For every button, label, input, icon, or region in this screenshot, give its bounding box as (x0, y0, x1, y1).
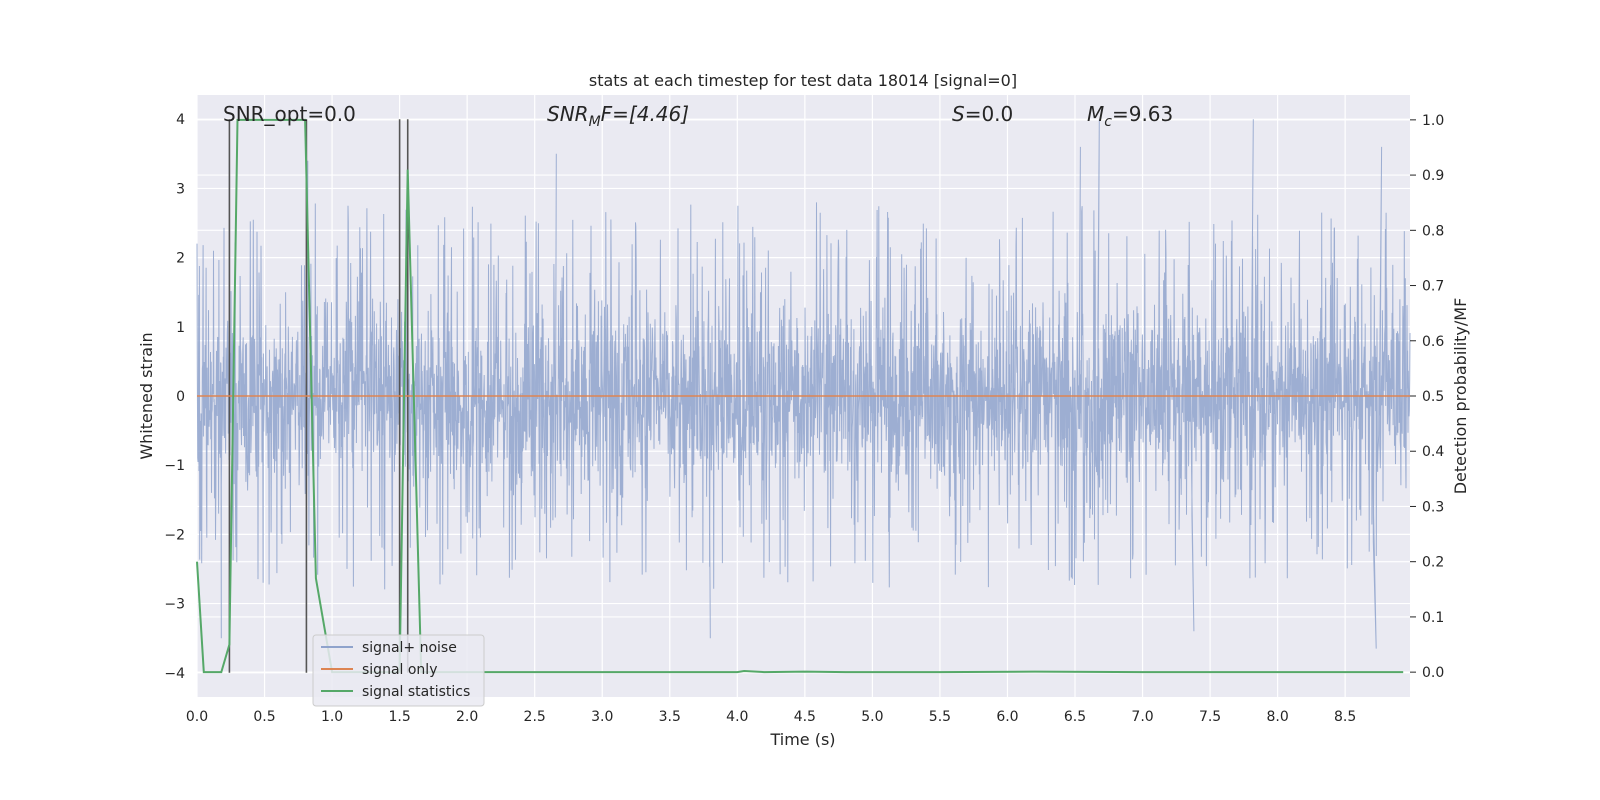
x-tick-label: 3.5 (659, 709, 681, 725)
annotation-mc: Mc=9.63 (1087, 102, 1173, 130)
series-path-signal-noise (196, 119, 1411, 649)
snr-mf-rest: F=[4.46] (601, 102, 689, 126)
x-tick-label: 0.0 (186, 709, 208, 725)
y-tick-label: 4 (176, 112, 185, 128)
x-tick-label: 4.5 (794, 709, 816, 725)
y2-tick-label: 0.5 (1422, 389, 1444, 405)
y2-tick-label: 0.7 (1422, 279, 1444, 295)
y-axis-label: Whitened strain (137, 332, 156, 459)
x-axis-label: Time (s) (769, 730, 835, 749)
snr-mf-sub: M (589, 114, 601, 130)
y2-tick-label: 0.0 (1422, 665, 1444, 681)
x-tick-label: 8.0 (1266, 709, 1288, 725)
x-tick-label: 7.0 (1131, 709, 1153, 725)
mc-rest: =9.63 (1112, 102, 1173, 126)
y-ticks: −4 −3 −2 −1 0 1 2 3 4 (164, 112, 185, 682)
y2-ticks: 0.0 0.1 0.2 0.3 0.4 0.5 0.6 0.7 0.8 0.9 1.0 (1410, 113, 1444, 681)
y-tick-label: −4 (164, 666, 185, 682)
annotation-s: S=0.0 (952, 102, 1013, 126)
y-tick-label: 1 (176, 320, 185, 336)
y2-tick-label: 0.4 (1422, 444, 1444, 460)
snr-mf-main: SNR (547, 102, 589, 126)
s-rest: =0.0 (965, 102, 1014, 126)
s-main: S (952, 102, 965, 126)
x-tick-label: 7.5 (1199, 709, 1221, 725)
y-tick-label: −2 (164, 527, 185, 543)
y2-axis-label: Detection probability/MF (1451, 298, 1470, 495)
x-ticks: 0.0 0.5 1.0 1.5 2.0 2.5 3.0 3.5 4.0 4.5 5.0 5.5 6.0 6… (186, 709, 1356, 725)
x-tick-label: 4.0 (726, 709, 748, 725)
x-tick-label: 6.0 (996, 709, 1018, 725)
annotation-snr-mf: SNRMF=[4.46] (547, 102, 689, 130)
mc-main: M (1087, 102, 1104, 126)
y2-tick-label: 0.9 (1422, 168, 1444, 184)
legend-label-signal-noise: signal+ noise (362, 640, 457, 656)
x-tick-label: 3.0 (591, 709, 613, 725)
y2-tick-label: 0.8 (1422, 223, 1444, 239)
y-tick-label: −1 (164, 458, 185, 474)
x-tick-label: 0.5 (253, 709, 275, 725)
chart-title: stats at each timestep for test data 180… (589, 71, 1017, 90)
x-tick-label: 5.5 (929, 709, 951, 725)
x-tick-label: 2.0 (456, 709, 478, 725)
x-tick-label: 1.5 (388, 709, 410, 725)
legend-box (312, 634, 485, 707)
y-tick-label: −3 (164, 597, 185, 613)
legend-label-signal-only: signal only (362, 662, 437, 678)
x-tick-label: 8.5 (1334, 709, 1356, 725)
y-tick-label: 0 (176, 389, 185, 405)
legend-label-signal-statistics: signal statistics (362, 684, 470, 700)
y-tick-label: 2 (176, 251, 185, 267)
mc-sub: c (1104, 114, 1112, 130)
x-tick-label: 6.5 (1064, 709, 1086, 725)
x-tick-label: 1.0 (321, 709, 343, 725)
x-tick-label: 5.0 (861, 709, 883, 725)
y2-tick-label: 0.1 (1422, 610, 1444, 626)
series-signal-noise (196, 119, 1411, 649)
y2-tick-label: 0.2 (1422, 555, 1444, 571)
x-tick-label: 2.5 (524, 709, 546, 725)
y2-tick-label: 0.6 (1422, 334, 1444, 350)
y2-tick-label: 0.3 (1422, 499, 1444, 515)
y-tick-label: 3 (176, 181, 185, 197)
annotation-snr-opt: SNR_opt=0.0 (223, 102, 356, 126)
y2-tick-label: 1.0 (1422, 113, 1444, 129)
legend: signal+ noise signal only signal statist… (312, 634, 485, 707)
